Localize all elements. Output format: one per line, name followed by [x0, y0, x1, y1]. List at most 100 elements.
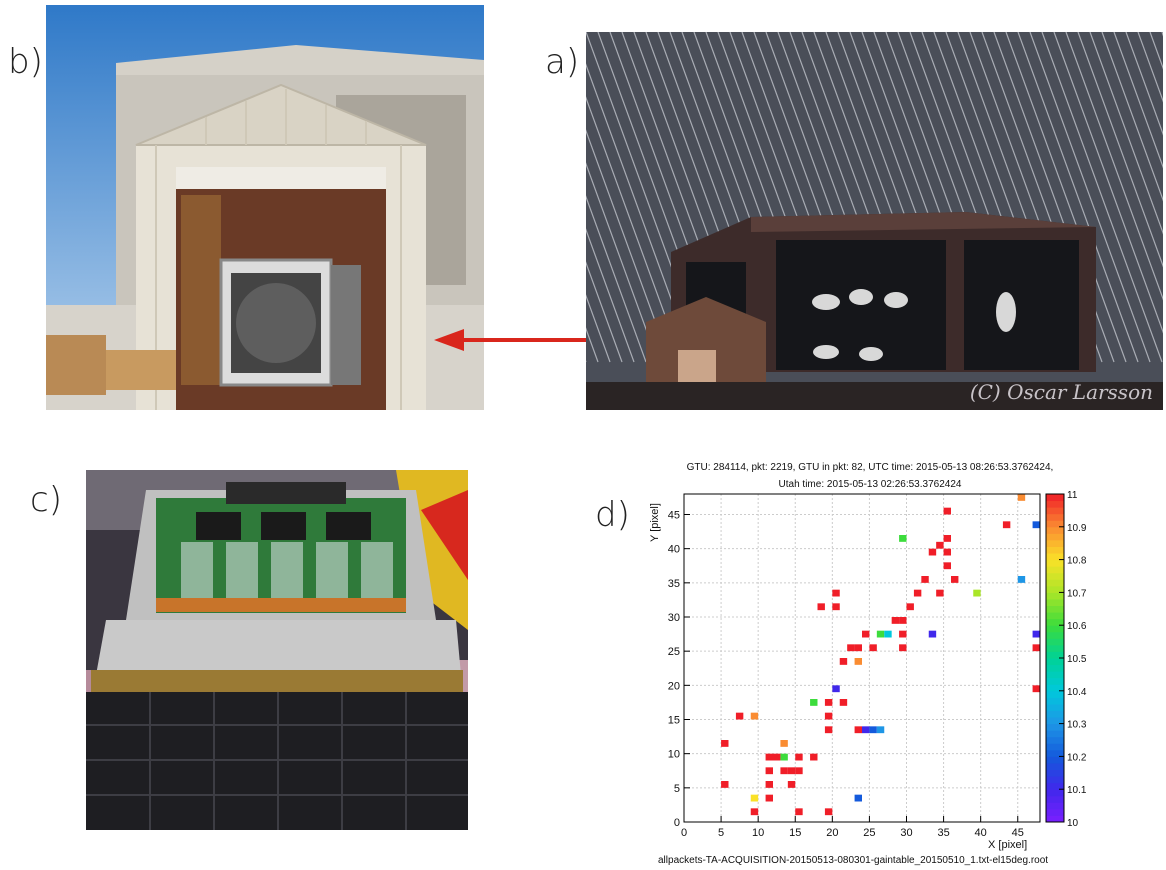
star-trail [1017, 32, 1139, 363]
heatmap-cell [780, 753, 788, 761]
heatmap-cell [1017, 576, 1026, 583]
colorbar-segment [1046, 559, 1064, 567]
star-trail [1125, 32, 1163, 136]
x-tick-label: 0 [681, 827, 687, 839]
star-trail [1101, 32, 1163, 202]
heatmap-cell [750, 712, 759, 720]
heatmap-cell [810, 699, 818, 706]
colorbar-segment [1046, 631, 1064, 639]
colorbar-segment [1046, 730, 1064, 738]
star-trail [1053, 32, 1163, 334]
colorbar-segment [1046, 749, 1064, 757]
heatmap-cell [824, 808, 833, 816]
colorbar-segment [1046, 776, 1064, 784]
heatmap-cell [943, 507, 951, 515]
colorbar-segment [1046, 677, 1064, 685]
heatmap-cell [721, 740, 729, 747]
colorbar-segment [1046, 592, 1064, 600]
heatmap-cell [795, 808, 803, 816]
heatmap-cell [1032, 685, 1040, 693]
heatmap-cell [839, 699, 848, 706]
y-tick-label: 5 [674, 783, 680, 795]
star-trail [586, 129, 671, 363]
heatmap-cell [854, 794, 862, 802]
heatmap-cell [928, 548, 937, 556]
y-tick-label: 15 [668, 715, 680, 727]
x-tick-label: 45 [1012, 827, 1024, 839]
x-tick-label: 10 [752, 827, 764, 839]
heatmap-cell [1032, 630, 1040, 638]
colorbar-segment [1046, 507, 1064, 515]
colorbar-segment [1046, 795, 1064, 803]
x-tick-label: 25 [863, 827, 875, 839]
colorbar-segment [1046, 717, 1064, 725]
heatmap-cell [832, 603, 840, 611]
colorbar-segment [1046, 566, 1064, 574]
heatmap-cell [1002, 521, 1011, 529]
x-axis-title: X [pixel] [988, 839, 1027, 851]
x-tick-label: 40 [975, 827, 987, 839]
colorbar-segment [1046, 769, 1064, 777]
photo-a-star-trails: (C) Oscar Larsson [586, 32, 1163, 410]
colorbar-tick-label: 10 [1067, 818, 1079, 829]
colorbar-tick-label: 10.1 [1067, 785, 1087, 796]
colorbar-segment [1046, 618, 1064, 626]
heatmap-cell [973, 589, 981, 597]
heatmap-cell [854, 658, 862, 665]
heatmap-cell [854, 644, 862, 652]
colorbar-segment [1046, 762, 1064, 771]
colorbar-segment [1046, 802, 1064, 810]
colorbar-segment [1046, 690, 1064, 698]
heatmap-cell [832, 685, 840, 693]
colorbar-segment [1046, 815, 1064, 823]
y-tick-label: 45 [668, 510, 680, 522]
x-tick-label: 35 [937, 827, 949, 839]
x-tick-label: 30 [900, 827, 912, 839]
panel-label-b: b) [8, 42, 43, 82]
star-trail [586, 261, 623, 363]
colorbar-segment [1046, 520, 1064, 528]
colorbar-segment [1046, 782, 1064, 790]
heatmap-cell [1032, 521, 1040, 529]
heatmap-cell [824, 726, 833, 734]
colorbar-segment [1046, 605, 1064, 613]
colorbar-segment [1046, 553, 1064, 561]
colorbar-segment [1046, 658, 1064, 666]
colorbar-segment [1046, 808, 1064, 816]
star-trail [586, 294, 611, 363]
heatmap-cell [810, 753, 818, 761]
colorbar-segment [1046, 651, 1064, 659]
colorbar-tick-label: 10.3 [1067, 720, 1087, 731]
heatmap-cell [876, 726, 885, 734]
colorbar-tick-label: 10.5 [1067, 654, 1087, 665]
colorbar-segment [1046, 546, 1064, 554]
heatmap-cell [765, 781, 773, 788]
heatmap-cell [795, 753, 803, 761]
colorbar-segment [1046, 572, 1064, 580]
y-axis-title: Y [pixel] [649, 503, 661, 542]
colorbar-segment [1046, 743, 1064, 751]
photo-credit: (C) Oscar Larsson [969, 380, 1153, 404]
heatmap-cell [735, 712, 744, 720]
heatmap-cell [765, 794, 773, 802]
heatmap-file-name: allpackets-TA-ACQUISITION-20150513-08030… [658, 855, 1049, 866]
x-tick-label: 15 [789, 827, 801, 839]
star-trail [586, 228, 635, 363]
heatmap-cell [862, 630, 870, 638]
heatmap-cell [817, 603, 825, 611]
heatmap-cell [765, 753, 773, 761]
colorbar-segment [1046, 539, 1064, 547]
colorbar-segment [1046, 644, 1064, 652]
star-trail [586, 162, 659, 363]
colorbar-tick-label: 10.6 [1067, 621, 1087, 632]
heatmap-cell [876, 630, 885, 638]
heatmap-cell [795, 767, 803, 775]
colorbar-segment [1046, 638, 1064, 646]
star-trail [1005, 32, 1127, 363]
colorbar-tick-label: 10.2 [1067, 752, 1087, 763]
colorbar-tick-label: 11 [1067, 490, 1078, 501]
colorbar-segment [1046, 598, 1064, 607]
heatmap-cell [913, 589, 922, 597]
heatmap-cell [824, 712, 833, 720]
star-trail [586, 195, 647, 363]
